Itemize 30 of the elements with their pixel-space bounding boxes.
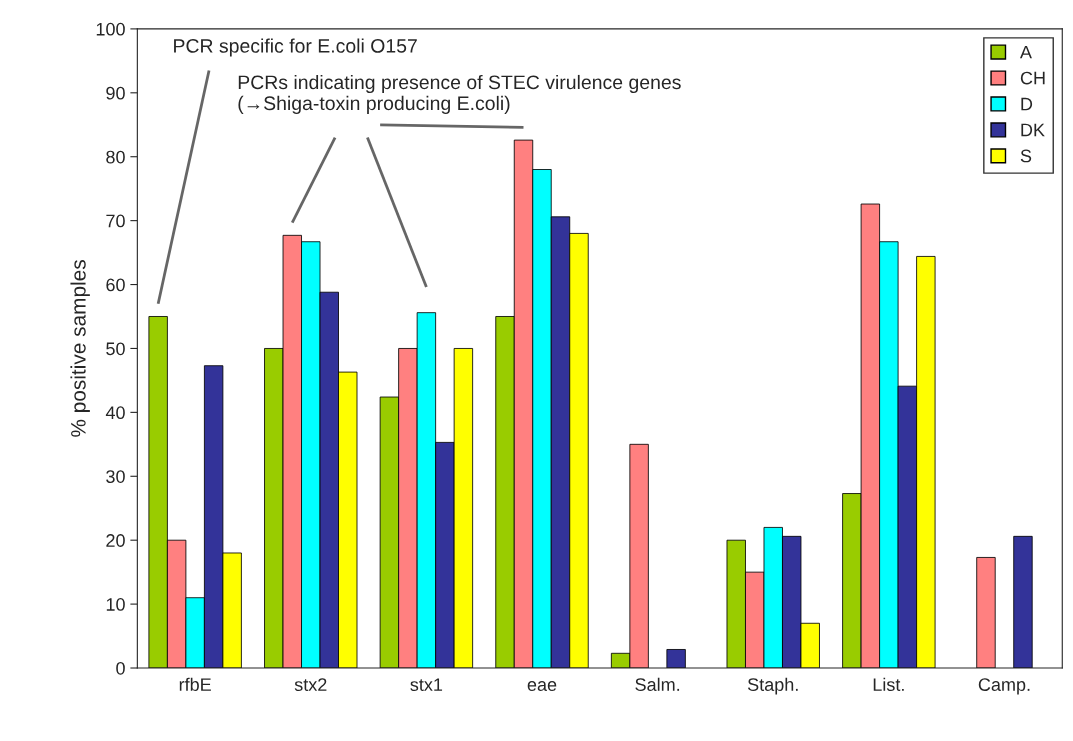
bar	[666, 649, 686, 669]
x-tick-label: List.	[873, 677, 904, 691]
y-tick-label: 90	[106, 86, 125, 100]
x-tick-label: stx1	[410, 678, 443, 691]
y-tick-label: 70	[106, 214, 125, 228]
x-tick-label: eae	[527, 681, 557, 691]
y-tick-label: 50	[106, 342, 125, 356]
y-tick-label: 40	[105, 406, 125, 420]
y-tick-label: 30	[106, 470, 125, 483]
x-tick-label: Camp.	[978, 678, 1030, 695]
bar	[976, 557, 996, 669]
annotation: PCR specific for E.coli O157	[174, 38, 417, 57]
x-tick-label: Staph.	[747, 677, 798, 695]
annotation: PCRs indicating presence of STEC virulence genes (→Shiga-toxin producing E.coli)	[238, 74, 681, 114]
legend-label: S	[1020, 149, 1032, 163]
y-tick-label: 80	[106, 150, 125, 164]
legend-label: DK	[1021, 123, 1045, 137]
legend-label: CH	[1020, 71, 1045, 85]
y-tick-label: 10	[106, 598, 125, 611]
y-tick-label: 100	[96, 22, 125, 36]
legend-label: A	[1019, 45, 1032, 59]
y-tick-label: 60	[106, 278, 125, 292]
bar	[1013, 535, 1033, 669]
x-tick-label: Salm.	[635, 677, 680, 691]
legend-label: D	[1021, 97, 1033, 111]
x-tick-label: stx2	[294, 678, 327, 691]
y-axis-title: % positive samples	[70, 260, 90, 437]
y-tick-label: 0	[116, 661, 125, 675]
x-tick-label: rfbE	[179, 677, 211, 691]
y-tick-label: 20	[106, 534, 125, 547]
